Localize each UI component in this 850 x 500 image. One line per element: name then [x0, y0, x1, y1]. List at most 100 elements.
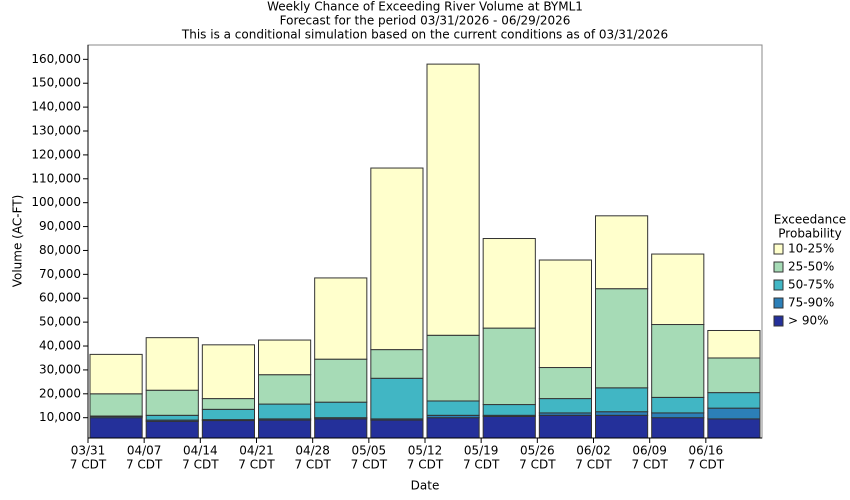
bar-segment — [651, 324, 705, 398]
bar-segment — [426, 334, 480, 402]
bar-segment — [201, 344, 255, 400]
legend-swatch — [773, 261, 784, 273]
bar-segment — [145, 420, 199, 439]
bar-segment — [258, 419, 312, 439]
bar-segment — [482, 238, 536, 329]
bar-segment — [651, 253, 705, 326]
bar-segment — [538, 367, 592, 400]
x-tick-label: 04/21 — [239, 444, 274, 458]
x-tick-label: 7 CDT — [70, 458, 107, 472]
bar-segment — [707, 392, 761, 409]
x-tick-label: 7 CDT — [182, 458, 219, 472]
x-tick-label: 7 CDT — [351, 458, 388, 472]
x-axis-label: Date — [411, 479, 440, 493]
bar-segment — [595, 387, 649, 413]
bar-segment — [201, 408, 255, 421]
y-tick-label: 110,000 — [31, 171, 81, 185]
bar-segment — [426, 417, 480, 439]
legend-label: > 90% — [788, 314, 829, 328]
bar-segment — [201, 398, 255, 410]
y-tick-label: 100,000 — [31, 195, 81, 209]
bar-segment — [201, 420, 255, 439]
bar-segment — [89, 353, 143, 395]
bar-segment — [595, 411, 649, 416]
x-tick-label: 05/19 — [464, 444, 499, 458]
legend-swatch — [773, 315, 784, 327]
bar-segment — [482, 415, 536, 439]
legend-swatch — [773, 279, 784, 291]
bar-segment — [370, 167, 424, 351]
bar-segment — [651, 412, 705, 419]
bar-segment — [651, 396, 705, 414]
x-tick-label: 7 CDT — [407, 458, 444, 472]
x-tick-label: 7 CDT — [463, 458, 500, 472]
y-tick-label: 120,000 — [31, 147, 81, 161]
bar-segment — [370, 377, 424, 420]
bar-segment — [370, 349, 424, 379]
bar-segment — [314, 418, 368, 439]
x-tick-label: 06/16 — [689, 444, 724, 458]
x-tick-label: 7 CDT — [126, 458, 163, 472]
bar-segment — [538, 398, 592, 414]
legend-title: Exceedance — [774, 213, 846, 227]
bar-segment — [595, 414, 649, 439]
chart-subtitle: Forecast for the period 03/31/2026 - 06/… — [280, 14, 571, 28]
bar-segment — [707, 357, 761, 394]
x-tick-label: 7 CDT — [575, 458, 612, 472]
y-tick-label: 40,000 — [39, 339, 81, 353]
bar-segment — [370, 419, 424, 439]
x-tick-label: 05/12 — [408, 444, 443, 458]
legend-label: 50-75% — [788, 278, 834, 292]
bar-segment — [426, 63, 480, 336]
y-tick-label: 140,000 — [31, 100, 81, 114]
legend-swatch — [773, 297, 784, 309]
bar-segment — [89, 393, 143, 417]
legend-label: 25-50% — [788, 260, 834, 274]
bar-segment — [145, 389, 199, 416]
bar-segment — [651, 417, 705, 439]
x-tick-label: 05/05 — [352, 444, 387, 458]
plot-area — [87, 44, 763, 439]
bar-segment — [707, 329, 761, 359]
y-tick-label: 90,000 — [39, 219, 81, 233]
x-tick-label: 06/02 — [576, 444, 611, 458]
bar-segment — [707, 407, 761, 420]
y-tick-label: 80,000 — [39, 243, 81, 257]
bar-segment — [145, 414, 199, 421]
bar-segment — [258, 403, 312, 420]
y-tick-label: 10,000 — [39, 410, 81, 424]
y-tick-label: 20,000 — [39, 386, 81, 400]
bar-segment — [482, 327, 536, 406]
bar-segment — [595, 215, 649, 290]
chart-subtitle: This is a conditional simulation based o… — [181, 28, 668, 42]
bar-segment — [314, 277, 368, 360]
bar-segment — [538, 414, 592, 439]
bar-segment — [314, 401, 368, 419]
bar-segment — [538, 259, 592, 369]
y-tick-label: 150,000 — [31, 76, 81, 90]
chart-title: Weekly Chance of Exceeding River Volume … — [267, 0, 583, 14]
legend-title: Probability — [778, 227, 841, 241]
y-tick-label: 130,000 — [31, 124, 81, 138]
x-tick-label: 04/14 — [183, 444, 218, 458]
x-tick-label: 04/28 — [295, 444, 330, 458]
bar-segment — [595, 288, 649, 389]
x-tick-label: 7 CDT — [238, 458, 275, 472]
x-tick-label: 7 CDT — [631, 458, 668, 472]
y-tick-label: 50,000 — [39, 315, 81, 329]
bar-segment — [426, 400, 480, 416]
x-tick-label: 7 CDT — [294, 458, 331, 472]
y-tick-label: 70,000 — [39, 267, 81, 281]
x-tick-label: 7 CDT — [688, 458, 725, 472]
legend-label: 75-90% — [788, 296, 834, 310]
x-tick-label: 7 CDT — [519, 458, 556, 472]
y-tick-label: 60,000 — [39, 291, 81, 305]
y-axis-label: Volume (AC-FT) — [11, 195, 25, 288]
bar-segment — [89, 417, 143, 439]
bar-segment — [707, 418, 761, 439]
y-tick-label: 160,000 — [31, 52, 81, 66]
legend-swatch — [773, 243, 784, 255]
bar-segment — [258, 374, 312, 405]
x-tick-label: 04/07 — [127, 444, 162, 458]
